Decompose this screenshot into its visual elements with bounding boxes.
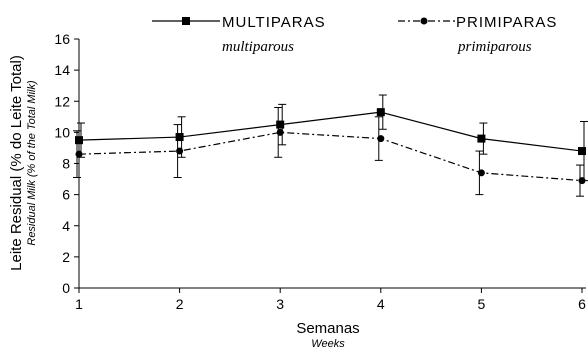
y-tick-label: 14 (54, 62, 70, 78)
data-point-circle-icon (276, 128, 284, 136)
x-tick-label: 4 (377, 296, 385, 312)
y-tick-label: 4 (62, 218, 70, 234)
data-point-square-icon (276, 120, 285, 129)
legend-sublabel-multiparous: multiparous (222, 39, 294, 55)
legend-entry-multiparas: MULTIPARAS multiparous (152, 14, 326, 55)
legend: MULTIPARAS multiparous PRIMIPARAS primip… (152, 14, 557, 55)
x-axis-title: Semanas (296, 320, 359, 337)
x-tick-label: 5 (478, 296, 486, 312)
y-tick-label: 16 (54, 31, 70, 47)
x-tick-label: 3 (276, 296, 284, 312)
legend-sublabel-primiparous: primiparous (457, 39, 532, 55)
y-tick-label: 12 (54, 93, 70, 109)
series-line-primiparas (78, 131, 583, 182)
series-multiparas (75, 94, 588, 182)
y-tick-label: 0 (62, 280, 70, 296)
y-tick-label: 8 (62, 156, 70, 172)
x-tick-label: 6 (578, 296, 586, 312)
series-line-multiparas (78, 111, 583, 152)
legend-label-primiparas: PRIMIPARAS (456, 14, 557, 31)
legend-marker-circle-icon (420, 17, 428, 25)
data-point-circle-icon (477, 169, 485, 177)
y-axis-subtitle: Residual Milk (% of the Total Milk) (26, 80, 38, 246)
y-axis-title: Leite Residual (% do Leite Total) (8, 55, 25, 271)
data-point-square-icon (578, 147, 586, 156)
y-ticks: 0 2 4 6 8 10 12 14 16 (54, 31, 79, 296)
x-tick-label: 1 (75, 296, 83, 312)
x-tick-label: 2 (176, 296, 184, 312)
data-point-square-icon (175, 133, 184, 142)
data-point-square-icon (376, 108, 385, 117)
y-tick-label: 2 (62, 249, 70, 265)
legend-marker-square-icon (182, 17, 190, 25)
x-ticks: 1 2 3 4 5 6 (75, 288, 586, 312)
series-layer (73, 94, 588, 197)
legend-entry-primiparas: PRIMIPARAS primiparous (398, 14, 557, 55)
legend-label-multiparas: MULTIPARAS (222, 14, 326, 31)
x-axis-subtitle: Weeks (311, 338, 345, 350)
data-point-square-icon (75, 136, 83, 145)
y-tick-label: 10 (54, 124, 70, 140)
data-point-square-icon (477, 134, 486, 143)
series-primiparas (73, 106, 586, 197)
data-point-circle-icon (75, 150, 83, 158)
y-tick-label: 6 (62, 187, 70, 203)
data-point-circle-icon (578, 177, 586, 185)
data-point-circle-icon (377, 135, 385, 143)
data-point-circle-icon (176, 147, 184, 155)
